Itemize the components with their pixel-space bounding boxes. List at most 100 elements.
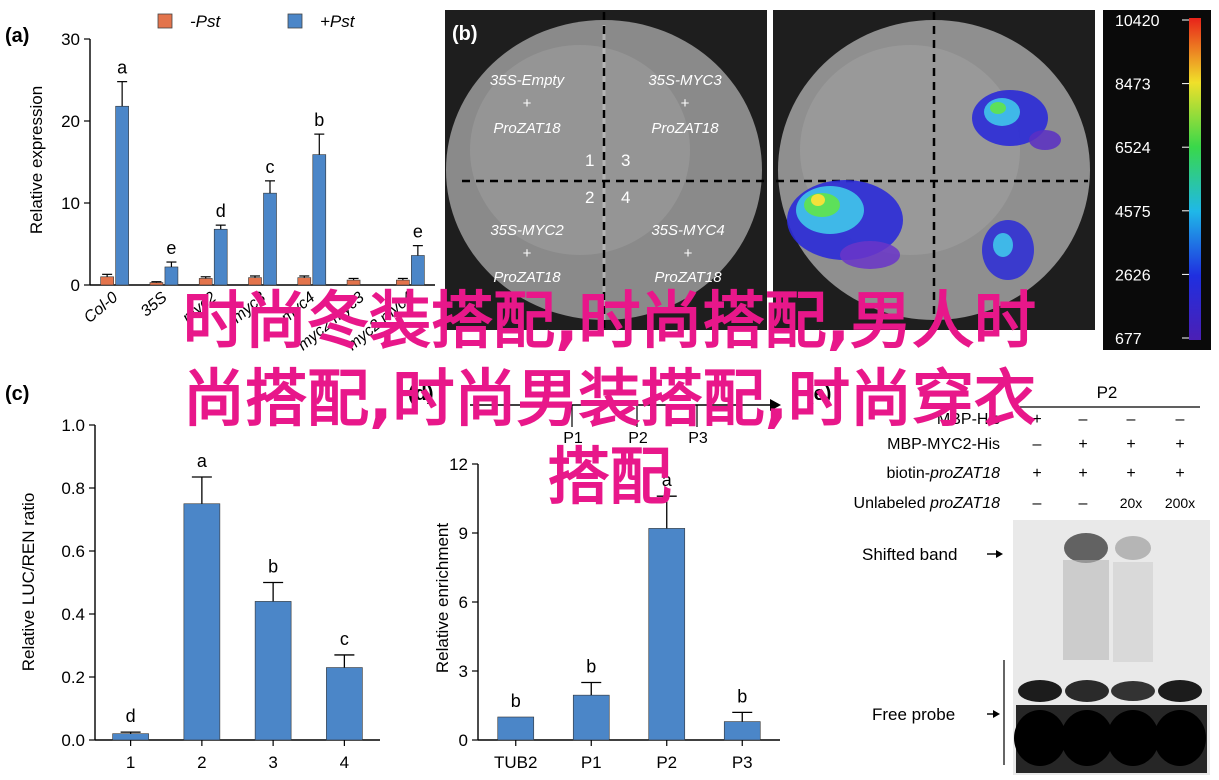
x-tick-label: TUB2 [494,753,537,772]
x-tick-label: 3 [268,753,277,772]
x-tick-label: myc3 [229,289,269,327]
panel-e: (e) P2 MBP-His + – – – MBP-MYC2-His – + + + biotin… [807,383,1210,775]
x-tick-label: myc4 [278,289,318,327]
panel-d-label: (d) [408,383,434,405]
bar [183,503,221,741]
panel-a-bars: a e d c b e [100,58,425,286]
shifted-band-label: Shifted band [862,545,957,564]
quadrant-label-2-line2: + [523,245,532,262]
condition-sign: + [1126,436,1135,453]
bar [648,528,686,741]
significance-letter: a [662,470,673,490]
x-tick-label: 2 [197,753,206,772]
colorbar-gradient [1189,18,1201,340]
condition-sign: – [1033,436,1042,453]
quadrant-number-3: 3 [621,151,630,170]
condition-row-label: biotin-proZAT18 [886,465,1000,482]
colorbar-tick-label: 677 [1115,331,1142,348]
y-tick-label: 6 [459,593,468,612]
condition-sign: 200x [1165,495,1195,511]
y-tick-label: 20 [61,112,80,131]
quadrant-label-4-line1: 35S-MYC4 [651,222,724,239]
luminescence-signal-myc2 [787,180,903,269]
quadrant-label-2: 35S-MYC2 + ProZAT18 [490,222,564,286]
panel-b: (b) 35S-Empty + ProZAT18 35S-MYC3 + ProZ… [445,10,1211,350]
legend-swatch-minus [157,13,173,29]
panel-a-y-ticks: 0 10 20 30 [61,30,90,295]
bar-plus [411,255,425,286]
y-tick-label: 9 [459,524,468,543]
condition-row-label: MBP-His [937,411,1000,428]
bar [326,667,363,741]
x-tick-label: 1 [126,753,135,772]
significance-letter: b [511,691,521,711]
y-tick-label: 0.6 [61,542,85,561]
condition-row-label: Unlabeled proZAT18 [854,495,1001,512]
gel-shifted-bands [1063,533,1153,662]
condition-sign: + [1032,411,1041,428]
bar-plus [213,228,228,286]
y-tick-label: 10 [61,194,80,213]
x-tick-label: 35S [138,289,171,321]
panel-a-label: (a) [5,25,29,47]
legend-label-minus: -Pst [190,12,222,31]
y-tick-label: 30 [61,30,80,49]
colorbar-ticks: 10420 8473 6524 4575 2626 677 [1115,13,1189,348]
panel-e-condition-rows: MBP-His + – – – MBP-MYC2-His – + + + biotin-proZAT… [854,411,1196,512]
promoter-schematic: P1 P2 P3 [470,399,781,447]
panel-c-bars: d a b c [112,451,363,741]
colorbar-tick-label: 10420 [1115,13,1160,30]
condition-sign: + [1126,465,1135,482]
bar-minus [149,282,164,286]
gel-free-probe-bands [1014,680,1207,773]
panel-e-label: (e) [807,383,831,405]
quadrant-label-4: 35S-MYC4 + ProZAT18 [651,222,724,286]
luminescence-signal-myc4 [982,220,1034,280]
significance-letter: d [216,201,226,221]
panel-d-x-ticks: TUB2 P1 P2 P3 [494,740,753,772]
leaf-left-highlight [470,45,690,255]
y-tick-label: 0.0 [61,731,85,750]
bar-minus [396,279,410,286]
x-tick-label: 4 [340,753,349,772]
y-tick-label: 0.2 [61,668,85,687]
significance-letter: e [166,238,176,258]
panel-b-label: (b) [452,23,478,45]
panel-c-label: (c) [5,383,29,405]
bar [112,733,149,741]
significance-letter: c [266,157,275,177]
quadrant-number-1: 1 [585,151,594,170]
y-tick-label: 0.8 [61,479,85,498]
x-tick-label: myc2 [180,289,220,327]
quadrant-label-4-line2: + [684,245,693,262]
y-tick-label: 1.0 [61,416,85,435]
significance-letter: e [413,222,423,242]
significance-letter: b [268,557,278,577]
significance-letter: b [586,657,596,677]
quadrant-label-2-line3: ProZAT18 [493,269,561,286]
bar-minus [346,279,361,286]
panel-c-x-ticks: 1 2 3 4 [126,740,349,772]
quadrant-label-1: 35S-Empty + ProZAT18 [490,72,566,137]
significance-letter: d [126,706,136,726]
condition-sign: + [1078,436,1087,453]
quadrant-label-4-line3: ProZAT18 [654,269,722,286]
condition-sign: – [1079,495,1088,512]
colorbar-tick-label: 2626 [1115,267,1151,284]
colorbar-tick-label: 4575 [1115,204,1151,221]
quadrant-label-3: 35S-MYC3 + ProZAT18 [648,72,722,137]
bar [497,716,535,741]
y-tick-label: 0 [71,276,80,295]
panel-c-y-ticks: 0.0 0.2 0.4 0.6 0.8 1.0 [61,416,95,750]
bar-plus [164,266,179,286]
panel-a-ylabel: Relative expression [27,86,46,234]
condition-sign: + [1175,465,1184,482]
free-probe-label: Free probe [872,705,955,724]
legend-label-plus: +Pst [320,12,356,31]
x-tick-label: P2 [656,753,677,772]
bar-plus [312,154,327,286]
quadrant-label-1-line3: ProZAT18 [493,120,561,137]
